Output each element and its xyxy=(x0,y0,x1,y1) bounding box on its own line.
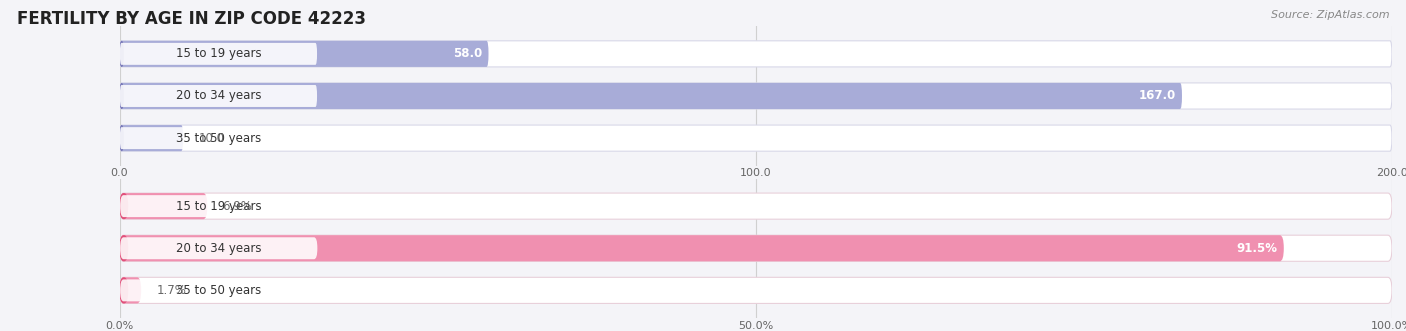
FancyBboxPatch shape xyxy=(120,41,1392,67)
FancyBboxPatch shape xyxy=(120,83,1392,109)
FancyBboxPatch shape xyxy=(120,193,128,219)
FancyBboxPatch shape xyxy=(120,237,318,259)
FancyBboxPatch shape xyxy=(120,193,207,219)
FancyBboxPatch shape xyxy=(120,193,1392,219)
FancyBboxPatch shape xyxy=(120,41,124,67)
FancyBboxPatch shape xyxy=(120,125,1392,151)
Text: 167.0: 167.0 xyxy=(1139,89,1175,103)
FancyBboxPatch shape xyxy=(120,277,141,304)
Text: 35 to 50 years: 35 to 50 years xyxy=(176,284,262,297)
FancyBboxPatch shape xyxy=(120,235,1392,261)
Text: 15 to 19 years: 15 to 19 years xyxy=(176,47,262,60)
Text: Source: ZipAtlas.com: Source: ZipAtlas.com xyxy=(1271,10,1389,20)
FancyBboxPatch shape xyxy=(120,277,1392,304)
FancyBboxPatch shape xyxy=(120,277,128,304)
Text: 20 to 34 years: 20 to 34 years xyxy=(176,242,262,255)
Text: 91.5%: 91.5% xyxy=(1236,242,1278,255)
FancyBboxPatch shape xyxy=(120,127,316,149)
Text: 15 to 19 years: 15 to 19 years xyxy=(176,200,262,213)
FancyBboxPatch shape xyxy=(120,85,316,107)
FancyBboxPatch shape xyxy=(120,125,124,151)
FancyBboxPatch shape xyxy=(120,279,318,301)
Text: 35 to 50 years: 35 to 50 years xyxy=(176,132,262,145)
Text: 6.9%: 6.9% xyxy=(222,200,253,213)
FancyBboxPatch shape xyxy=(120,41,488,67)
FancyBboxPatch shape xyxy=(120,235,128,261)
FancyBboxPatch shape xyxy=(120,125,183,151)
FancyBboxPatch shape xyxy=(120,43,316,65)
FancyBboxPatch shape xyxy=(120,83,1182,109)
Text: 1.7%: 1.7% xyxy=(156,284,186,297)
Text: FERTILITY BY AGE IN ZIP CODE 42223: FERTILITY BY AGE IN ZIP CODE 42223 xyxy=(17,10,366,28)
FancyBboxPatch shape xyxy=(120,83,124,109)
Text: 20 to 34 years: 20 to 34 years xyxy=(176,89,262,103)
FancyBboxPatch shape xyxy=(120,235,1284,261)
Text: 58.0: 58.0 xyxy=(453,47,482,60)
Text: 10.0: 10.0 xyxy=(198,132,225,145)
FancyBboxPatch shape xyxy=(120,195,318,217)
